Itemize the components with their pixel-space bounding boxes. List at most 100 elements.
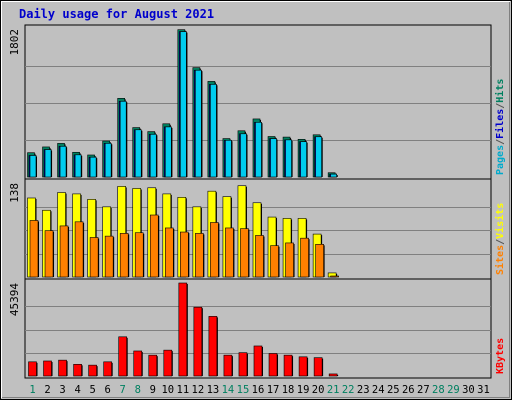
pages-bar [74, 154, 83, 178]
day-tick-label: 15 [237, 384, 250, 396]
sites-bar-fill [180, 231, 189, 278]
sites-bar-fill [89, 237, 99, 278]
day-tick-label: 24 [372, 384, 385, 396]
kbytes-bar [88, 364, 98, 377]
day-tick-label: 7 [120, 384, 126, 396]
panel-visits-max-label: 138 [8, 183, 21, 203]
day-tick-label: 16 [252, 384, 265, 396]
sites-bar-fill [134, 232, 144, 278]
kbytes-bar-fill [28, 361, 37, 377]
pages-bar [29, 155, 37, 178]
kbytes-bar-fill [283, 354, 293, 377]
legend-label: / [495, 103, 506, 109]
sites-bar-fill [300, 237, 309, 278]
kbytes-bar [253, 345, 263, 377]
pages-bar-fill [164, 126, 172, 178]
kbytes-bar-fill [103, 361, 112, 377]
panel-hits-legend: Pages/Files/Hits [494, 79, 506, 175]
day-tick-label: 27 [417, 384, 430, 396]
kbytes-bar-fill [208, 316, 218, 377]
kbytes-bar-fill [253, 345, 263, 377]
pages-bar [164, 126, 173, 178]
kbytes-bar-fill [148, 354, 158, 377]
kbytes-bar-fill [58, 359, 67, 377]
sites-bar [89, 237, 100, 278]
sites-bar-fill [44, 230, 54, 278]
pages-bar [225, 139, 233, 178]
sites-bar [149, 214, 160, 278]
legend-label: KBytes [495, 338, 506, 374]
pages-bar-fill [74, 154, 82, 178]
panel-visits-legend: Sites/Visits [494, 203, 506, 275]
pages-bar-fill [134, 129, 142, 178]
sites-bar-fill [29, 220, 39, 278]
day-tick-label: 12 [192, 384, 205, 396]
kbytes-bar [148, 354, 158, 377]
sites-bar-fill [285, 242, 294, 278]
sites-bar [270, 245, 280, 278]
kbytes-bar [28, 361, 38, 377]
sites-bar [240, 228, 250, 278]
kbytes-bar [298, 356, 309, 377]
day-tick-label: 5 [89, 384, 95, 396]
kbytes-bar-fill [238, 352, 248, 377]
day-tick-label: 19 [297, 384, 310, 396]
pages-bar [315, 136, 323, 178]
sites-bar-fill [149, 214, 159, 278]
pages-bar-fill [59, 145, 67, 178]
sites-bar [315, 244, 325, 278]
day-tick-label: 13 [207, 384, 220, 396]
sites-bar [104, 235, 115, 278]
day-tick-label: 4 [74, 384, 80, 396]
kbytes-bar-fill [223, 354, 233, 377]
kbytes-bar [43, 360, 53, 377]
pages-bar [180, 31, 188, 178]
day-tick-label: 9 [150, 384, 156, 396]
pages-bar [134, 129, 143, 178]
kbytes-bar-fill [178, 282, 188, 377]
pages-bar-fill [119, 100, 127, 178]
kbytes-bar-fill [193, 306, 203, 377]
panel-visits: 138 Sites/Visits [8, 178, 506, 280]
kbytes-bar [328, 373, 339, 377]
kbytes-bar-fill [43, 360, 52, 377]
pages-bar [285, 139, 293, 178]
legend-label: Visits [494, 203, 506, 239]
kbytes-bar-fill [88, 364, 97, 377]
kbytes-bar-fill [163, 349, 173, 377]
legend-label: / [495, 239, 506, 245]
kbytes-bar [118, 336, 128, 377]
kbytes-bar-fill [73, 364, 82, 377]
kbytes-bar-fill [118, 336, 127, 377]
pages-bar-fill [89, 156, 97, 178]
pages-bar [330, 173, 338, 178]
day-tick-label: 28 [432, 384, 445, 396]
pages-bar [89, 156, 98, 178]
sites-bar [195, 233, 205, 278]
pages-bar-fill [104, 143, 112, 178]
pages-bar [270, 138, 278, 178]
sites-bar [119, 233, 130, 278]
legend-label: / [495, 139, 506, 145]
sites-bar-fill [104, 235, 114, 278]
pages-bar [149, 133, 158, 178]
sites-bar [59, 225, 70, 278]
sites-bar [225, 227, 235, 278]
pages-bar-fill [149, 133, 157, 178]
kbytes-bar-fill [268, 353, 278, 377]
legend-label: Sites [494, 245, 506, 275]
day-tick-label: 20 [312, 384, 325, 396]
day-tick-label: 22 [342, 384, 355, 396]
day-tick-label: 8 [135, 384, 141, 396]
sites-bar-fill [119, 233, 129, 278]
pages-bar [119, 100, 128, 178]
kbytes-bar [133, 350, 143, 377]
pages-bar-fill [225, 139, 232, 178]
sites-bar-fill [164, 227, 174, 278]
chart-title: Daily usage for August 2021 [19, 7, 214, 21]
pages-bar [195, 69, 203, 178]
sites-bar-fill [210, 222, 219, 278]
sites-bar [285, 242, 295, 278]
kbytes-bar [163, 349, 173, 377]
